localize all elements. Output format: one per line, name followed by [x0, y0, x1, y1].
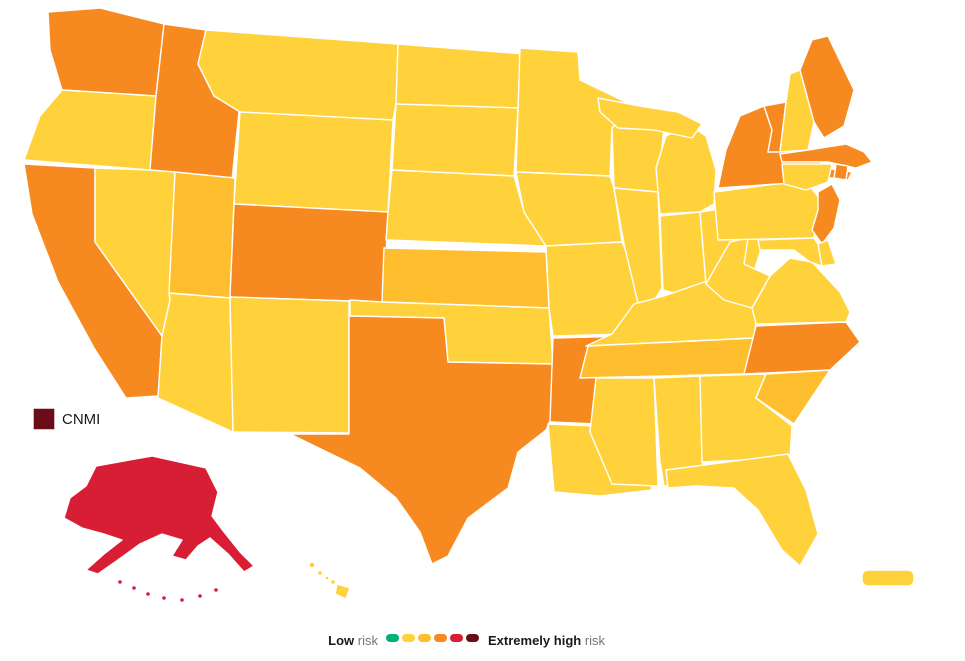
legend-low-bold: Low	[328, 633, 355, 648]
alaska-island[interactable]	[144, 590, 152, 598]
state-connecticut[interactable]	[781, 163, 833, 191]
hawaii-island[interactable]	[308, 561, 316, 569]
state-north-dakota[interactable]	[395, 43, 525, 109]
alaska-island[interactable]	[196, 592, 204, 600]
state-washington[interactable]	[47, 7, 165, 97]
alaska-island[interactable]	[212, 586, 220, 594]
legend-scale-seg-high	[418, 634, 431, 642]
state-maryland[interactable]	[757, 237, 823, 267]
legend-scale	[386, 634, 479, 642]
legend-scale-seg-very-high	[434, 634, 447, 642]
hawaii-island[interactable]	[329, 578, 337, 586]
legend-scale-seg-severe	[450, 634, 463, 642]
state-arizona[interactable]	[157, 292, 234, 433]
alaska-island[interactable]	[130, 584, 138, 592]
state-virginia[interactable]	[751, 257, 851, 325]
states-layer	[23, 7, 915, 604]
legend-high-rest: risk	[581, 633, 605, 648]
state-florida[interactable]	[665, 453, 819, 567]
legend-scale-seg-low	[386, 634, 399, 642]
state-maine[interactable]	[799, 35, 855, 139]
state-new-jersey[interactable]	[811, 183, 841, 245]
alaska-island[interactable]	[116, 578, 124, 586]
state-wyoming[interactable]	[233, 111, 394, 213]
state-massachusetts[interactable]	[779, 143, 873, 169]
alaska-island[interactable]	[178, 596, 186, 604]
state-west-virginia[interactable]	[705, 237, 771, 309]
puerto-rico[interactable]	[861, 569, 915, 587]
state-alaska[interactable]	[63, 455, 255, 575]
legend-low-label: Low risk	[328, 633, 378, 648]
state-michigan-upper[interactable]	[597, 97, 703, 139]
state-kansas[interactable]	[381, 247, 550, 309]
legend: Low risk Extremely high risk	[328, 633, 605, 648]
alaska-island[interactable]	[160, 594, 168, 602]
state-vermont[interactable]	[763, 101, 787, 153]
state-texas[interactable]	[289, 315, 561, 565]
legend-low-rest: risk	[354, 633, 378, 648]
state-delaware[interactable]	[817, 239, 837, 267]
legend-scale-seg-extreme	[466, 634, 479, 642]
state-colorado[interactable]	[229, 203, 389, 303]
state-oregon[interactable]	[23, 89, 157, 171]
state-north-carolina[interactable]	[743, 321, 861, 375]
hawaii-island[interactable]	[316, 569, 324, 577]
state-new-mexico[interactable]	[229, 296, 350, 434]
legend-high-label: Extremely high risk	[488, 633, 606, 648]
state-rhode-island[interactable]	[833, 163, 849, 181]
state-utah[interactable]	[168, 171, 236, 299]
cnmi-label: CNMI	[62, 411, 100, 428]
hawaii-island[interactable]	[324, 575, 330, 581]
state-mississippi[interactable]	[589, 377, 659, 487]
legend-scale-seg-moderate	[402, 634, 415, 642]
state-south-dakota[interactable]	[391, 103, 519, 177]
hawaii-big-island[interactable]	[334, 583, 351, 600]
cnmi-swatch[interactable]	[32, 407, 56, 431]
state-michigan-lower[interactable]	[655, 123, 717, 215]
legend-high-bold: Extremely high	[488, 633, 581, 648]
